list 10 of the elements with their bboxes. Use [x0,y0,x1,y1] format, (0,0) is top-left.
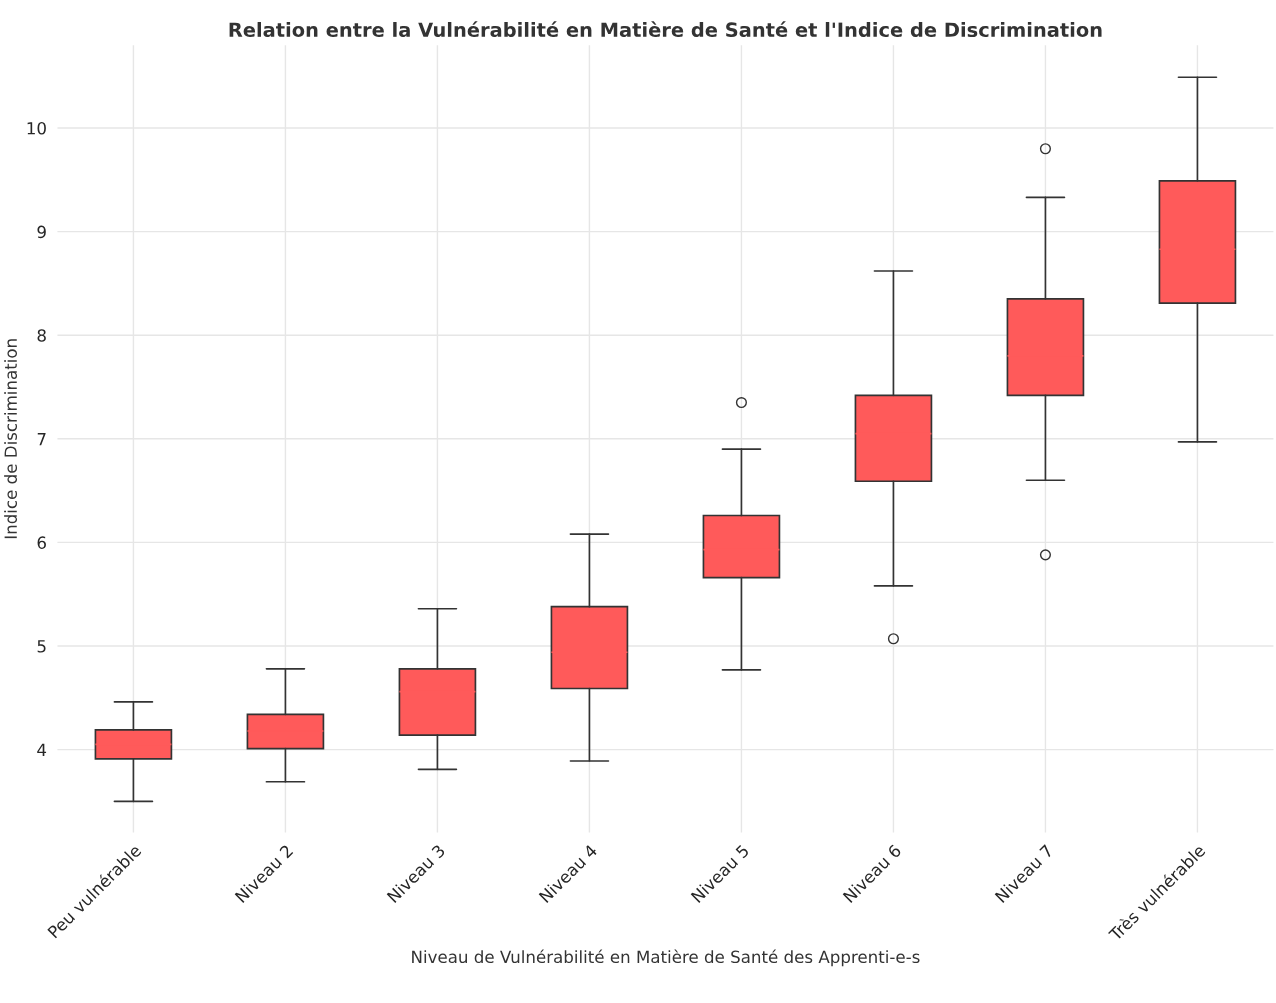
y-tick-label: 5 [37,640,46,653]
y-tick-label: 6 [37,536,46,549]
y-tick-label: 8 [37,329,46,342]
y-tick-label: 4 [37,743,47,756]
chart-title: Relation entre la Vulnérabilité en Matière de Santé et l'Indice de Discrimination [229,21,1102,38]
y-tick-label: 10 [27,121,46,135]
y-tick-label: 9 [37,225,46,239]
y-tick-label: 7 [37,432,46,446]
y-axis-title: Indice de Discrimination [4,339,18,539]
x-axis-title: Niveau de Vulnérabilité en Matière de Santé des Apprenti-e-s [412,949,920,967]
